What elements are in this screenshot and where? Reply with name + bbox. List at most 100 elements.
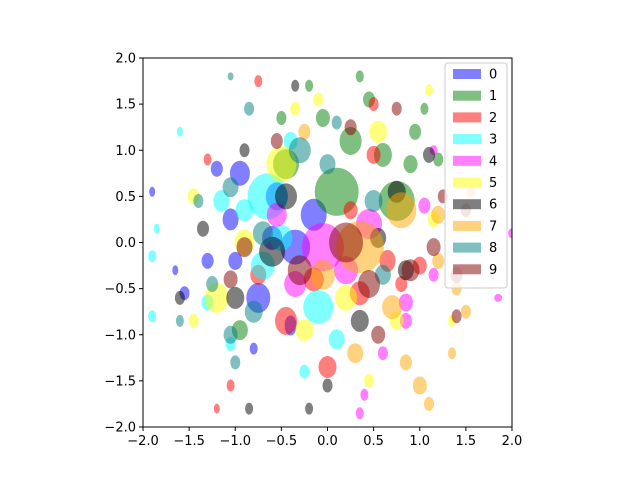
legend-label: 0 [489, 68, 497, 83]
point-series-8 [223, 325, 238, 344]
legend-swatch [453, 177, 481, 188]
point-series-6 [291, 79, 300, 92]
point-series-5 [295, 319, 314, 342]
point-series-0 [228, 251, 243, 270]
point-series-6 [226, 286, 245, 309]
point-series-5 [313, 92, 324, 107]
point-series-2 [275, 306, 297, 335]
point-series-0 [222, 208, 239, 231]
legend-label: 7 [489, 219, 497, 234]
point-series-7 [431, 205, 446, 224]
point-series-0 [172, 265, 179, 276]
point-series-3 [303, 290, 334, 325]
point-series-2 [366, 145, 381, 164]
x-tick-label: 0.5 [363, 434, 384, 449]
point-series-1 [409, 123, 422, 140]
point-series-8 [319, 154, 336, 175]
point-series-7 [424, 396, 434, 411]
x-tick-label: 1.0 [409, 434, 430, 449]
legend-label: 9 [489, 263, 497, 278]
legend-swatch [453, 134, 481, 145]
point-series-6 [423, 146, 435, 163]
legend-swatch [453, 112, 481, 123]
point-series-9 [344, 119, 357, 136]
point-series-8 [227, 72, 234, 81]
point-series-8 [193, 194, 204, 208]
y-tick-label: 1.0 [115, 144, 136, 159]
legend-label: 8 [489, 241, 497, 256]
point-series-5 [188, 313, 199, 328]
y-tick-label: −2.0 [104, 421, 136, 436]
legend-label: 1 [489, 89, 497, 104]
point-series-2 [254, 75, 263, 88]
point-series-1 [305, 79, 314, 92]
point-series-4 [428, 267, 439, 282]
point-series-7 [432, 252, 445, 269]
x-tick-label: −1.0 [219, 434, 251, 449]
y-tick-label: 2.0 [115, 52, 136, 67]
point-series-7 [347, 343, 364, 364]
point-series-0 [149, 186, 156, 197]
point-series-3 [235, 199, 254, 222]
point-series-5 [425, 84, 433, 97]
x-tick-label: −0.5 [266, 434, 298, 449]
point-series-5 [290, 101, 301, 116]
point-series-3 [153, 223, 160, 234]
scatter-points [148, 70, 512, 420]
legend-label: 3 [489, 133, 497, 148]
series-9 [223, 101, 471, 344]
point-series-4 [398, 293, 413, 312]
point-series-0 [210, 160, 223, 177]
point-series-4 [360, 388, 369, 401]
point-series-6 [197, 220, 209, 237]
x-tick-label: −2.0 [127, 434, 159, 449]
point-series-9 [371, 325, 386, 344]
series-3 [148, 126, 345, 379]
point-series-7 [386, 192, 417, 229]
legend-label: 4 [489, 154, 497, 169]
point-series-5 [369, 120, 388, 143]
point-series-2 [203, 153, 212, 166]
point-series-9 [223, 270, 238, 289]
x-tick-label: 1.5 [456, 434, 477, 449]
point-series-1 [276, 111, 287, 125]
legend-label: 6 [489, 198, 497, 213]
point-series-3 [176, 126, 183, 137]
point-series-7 [399, 354, 412, 371]
point-series-9 [270, 133, 283, 149]
point-series-2 [318, 356, 337, 378]
point-series-8 [222, 177, 239, 198]
x-tick-label: −1.5 [173, 434, 205, 449]
legend-swatch [453, 220, 481, 231]
legend-swatch [453, 69, 481, 79]
y-tick-label: 0.5 [115, 190, 136, 205]
legend-swatch [453, 90, 481, 101]
point-series-8 [206, 276, 219, 292]
legend-swatch [453, 264, 481, 275]
legend-swatch [453, 242, 481, 253]
y-tick-label: −0.5 [104, 282, 136, 297]
point-series-7 [310, 259, 335, 290]
legend-label: 2 [489, 111, 497, 126]
point-series-8 [364, 190, 383, 212]
point-series-1 [355, 70, 364, 83]
point-series-9 [287, 255, 312, 286]
point-series-7 [298, 123, 311, 140]
point-series-8 [175, 314, 184, 327]
point-series-8 [244, 101, 255, 116]
point-series-2 [226, 379, 235, 392]
point-series-7 [448, 347, 456, 360]
point-series-6 [322, 378, 333, 393]
legend-swatch [453, 199, 481, 210]
x-tick-label: 0.0 [317, 434, 338, 449]
point-series-4 [494, 293, 503, 302]
point-series-3 [213, 190, 230, 212]
point-series-8 [244, 300, 263, 323]
point-series-8 [288, 137, 311, 164]
point-series-2 [368, 97, 379, 112]
point-series-4 [266, 202, 287, 227]
point-series-8 [230, 355, 241, 370]
series-8 [175, 72, 391, 370]
point-series-0 [249, 342, 258, 355]
point-series-9 [401, 259, 420, 282]
